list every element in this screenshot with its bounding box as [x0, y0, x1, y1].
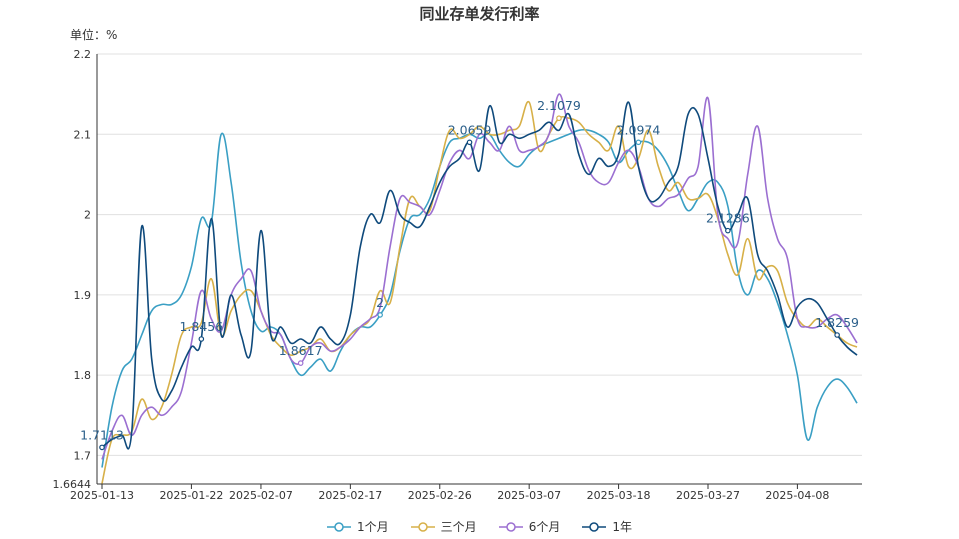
y-tick-label: 1.7: [74, 449, 92, 462]
data-point-marker[interactable]: [725, 227, 731, 234]
y-tick-label: 2.2: [74, 48, 92, 61]
series-line-0[interactable]: [101, 128, 858, 468]
x-tick-label: 2025-02-26: [408, 489, 472, 502]
grid-lines: [97, 53, 862, 485]
data-point-marker[interactable]: [297, 360, 304, 366]
x-tick-label: 2025-04-08: [765, 489, 829, 502]
legend-item-0[interactable]: 1个月: [327, 518, 389, 535]
legend: 1个月 三个月 6个月 1年: [0, 518, 959, 535]
legend-label: 三个月: [440, 520, 477, 534]
unit-label: 单位：%: [70, 28, 118, 42]
legend-line-circle-icon: [498, 521, 523, 533]
axes: 1.6644 1.7 1.8 1.9 2 2.1 2.2 2025-01-13 2025-01-…: [53, 48, 862, 502]
x-tick-label: 2025-01-22: [159, 489, 223, 502]
x-tick-label: 2025-02-07: [229, 489, 293, 502]
series-line-2[interactable]: [101, 93, 858, 460]
data-point-marker[interactable]: [834, 332, 840, 338]
data-label: 2.0659: [448, 122, 492, 137]
y-tick-label: 2: [84, 209, 91, 222]
data-point-marker[interactable]: [556, 115, 562, 122]
legend-item-2[interactable]: 6个月: [498, 518, 561, 535]
data-label: 1.8617: [279, 343, 323, 358]
series-line-3[interactable]: [101, 101, 858, 450]
y-tick-label: 1.6644: [53, 478, 92, 491]
data-labels: 1.7113 1.8456 1.8617 2 2.0659 2.1079 2.0974 2.1…: [80, 98, 859, 451]
y-tick-label: 2.1: [74, 128, 92, 141]
line-chart: 1.6644 1.7 1.8 1.9 2 2.1 2.2 2025-01-13 2025-01-…: [53, 48, 862, 502]
data-label: 2.1286: [706, 211, 750, 226]
x-tick-label: 2025-02-17: [318, 489, 382, 502]
y-tick-label: 1.9: [74, 289, 92, 302]
data-label: 2: [376, 295, 384, 310]
legend-line-circle-icon: [582, 521, 607, 533]
series-lines: [101, 93, 858, 484]
legend-line-circle-icon: [410, 521, 435, 533]
legend-item-3[interactable]: 1年: [582, 518, 632, 535]
data-label: 1.8259: [815, 315, 859, 330]
x-tick-label: 2025-03-18: [587, 489, 651, 502]
legend-line-circle-icon: [327, 521, 352, 533]
data-label: 2.0974: [617, 122, 661, 137]
x-tick-label: 2025-03-27: [676, 489, 740, 502]
data-label: 2.1079: [537, 98, 581, 113]
x-tick-label: 2025-01-13: [70, 489, 134, 502]
data-point-marker[interactable]: [466, 139, 473, 146]
data-label: 1.8456: [179, 319, 223, 334]
data-label: 1.7113: [80, 427, 124, 442]
chart-title: 同业存单发行利率: [419, 5, 540, 23]
legend-label: 6个月: [528, 520, 561, 534]
legend-label: 1个月: [357, 520, 389, 534]
x-tick-label: 2025-03-07: [497, 489, 561, 502]
legend-item-1[interactable]: 三个月: [410, 518, 477, 535]
series-line-1[interactable]: [101, 100, 858, 484]
data-point-marker[interactable]: [377, 312, 383, 318]
data-point-marker[interactable]: [99, 444, 105, 451]
y-tick-label: 1.8: [74, 369, 92, 382]
data-point-marker[interactable]: [635, 139, 642, 146]
data-point-marker[interactable]: [198, 336, 205, 342]
legend-label: 1年: [612, 520, 632, 534]
